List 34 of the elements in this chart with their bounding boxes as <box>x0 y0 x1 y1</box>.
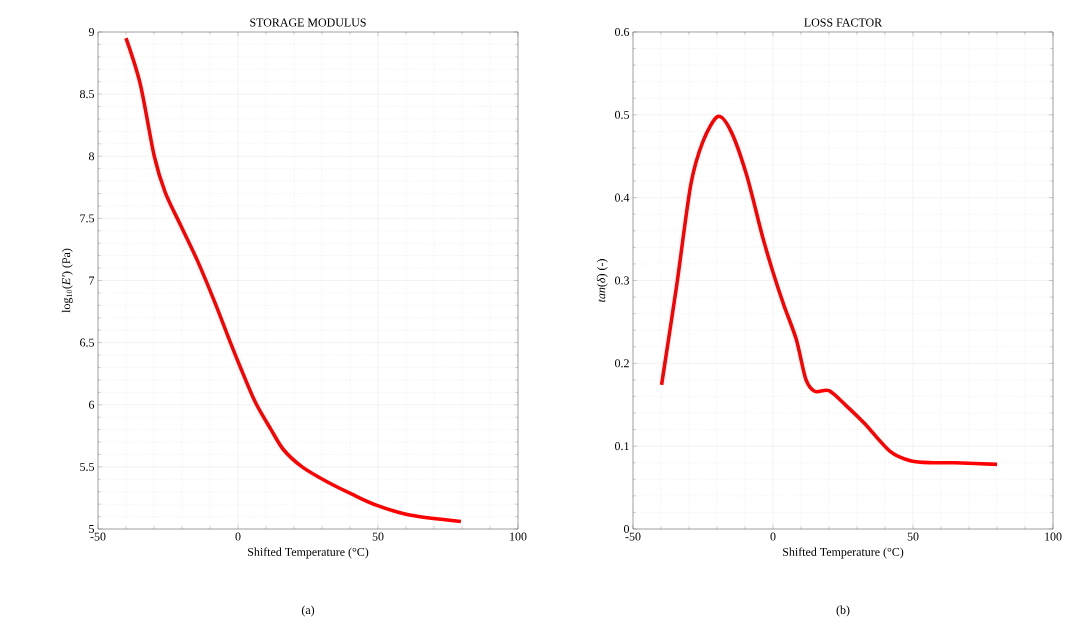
y-tick-label: 6.5 <box>80 338 95 347</box>
y-tick-label: 0.6 <box>615 27 630 37</box>
y-tick-label: 0.5 <box>615 110 630 119</box>
chart-title: LOSS FACTOR <box>804 18 883 27</box>
text: (a) <box>301 605 315 617</box>
y-tick-label: 0 <box>623 524 630 534</box>
x-tick-label: 100 <box>510 532 527 541</box>
y-tick-label: 5.5 <box>80 462 95 471</box>
y-tick-label: 8 <box>88 152 95 161</box>
y-tick-label: 0.3 <box>615 276 630 285</box>
line-series <box>659 114 999 467</box>
y-tick-label: 9 <box>88 27 94 37</box>
y-tick-label: 6 <box>89 400 95 409</box>
x-tick-label: 100 <box>1045 532 1062 541</box>
x-axis-title: Shifted Temperature (°C) <box>248 547 369 559</box>
y-tick-label: 8.5 <box>79 90 95 99</box>
line-series <box>124 36 463 524</box>
text: (b) <box>836 605 850 617</box>
x-axis-title: Shifted Temperature (°C) <box>783 547 904 559</box>
chart-title: STORAGE MODULUS <box>250 18 366 27</box>
x-tick-label: -50 <box>90 532 106 541</box>
x-tick-label: 0 <box>235 532 241 541</box>
x-tick-label: 50 <box>907 532 919 541</box>
y-tick-label: 0.2 <box>615 359 629 368</box>
y-tick-label: 7 <box>89 276 95 285</box>
y-tick-label: 5 <box>89 525 95 533</box>
y-axis-title: tan(δ) (-) <box>596 259 608 302</box>
x-tick-label: 50 <box>372 532 384 541</box>
x-tick-label: 0 <box>770 532 776 541</box>
y-tick-label: 0.4 <box>615 193 630 202</box>
y-axis-title: log$_{10}$(E′) (Pa) <box>61 248 73 313</box>
y-tick-label: 0.1 <box>615 442 629 451</box>
x-tick-label: -50 <box>625 532 641 541</box>
y-tick-label: 7.5 <box>80 214 95 223</box>
